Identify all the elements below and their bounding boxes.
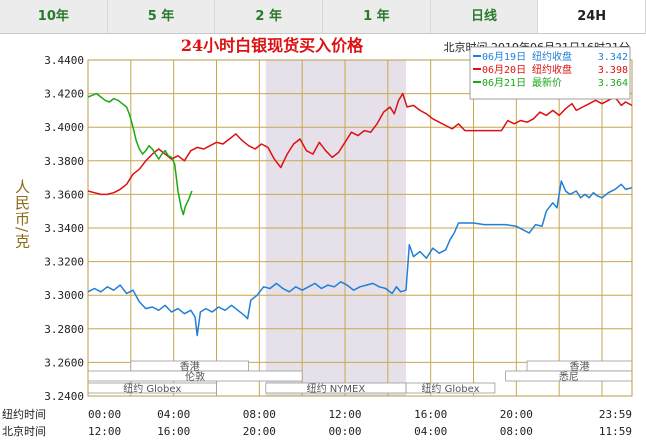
x-tick-ny: 04:00	[157, 408, 190, 421]
y-tick-label: 3.2800	[44, 323, 84, 336]
session-label: 悉尼	[559, 371, 579, 383]
x-tick-ny: 12:00	[328, 408, 361, 421]
session-label: 纽约 NYMEX	[307, 382, 366, 395]
y-tick-label: 3.4400	[44, 54, 84, 67]
y-axis-ticks: 3.4400 3.4200 3.4000 3.3800 3.3600 3.3400 3.32…	[44, 54, 84, 403]
x-tick-ny: 00:00	[88, 408, 121, 421]
plot-frame	[87, 59, 633, 397]
y-tick-label: 3.2600	[44, 356, 84, 369]
legend-value: 3.398	[598, 65, 628, 76]
tab-5-year[interactable]: 5 年	[108, 0, 216, 33]
x-tick-ny: 08:00	[243, 408, 276, 421]
chart-title: 24小时白银现货买入价格	[181, 36, 364, 55]
legend-box	[469, 46, 631, 100]
legend-value: 3.364	[598, 78, 628, 89]
y-tick-label: 3.3800	[44, 155, 84, 168]
x-tick-bj: 11:59	[599, 425, 632, 438]
session-label: 纽约 Globex	[123, 382, 181, 395]
tab-1-year[interactable]: 1 年	[323, 0, 431, 33]
legend-value: 3.342	[598, 52, 628, 63]
session-bar	[405, 382, 496, 394]
series-line	[87, 180, 633, 337]
x-tick-ny: 23:59	[599, 408, 632, 421]
period-tabs: 10年 5 年 2 年 1 年 日线 24H	[0, 0, 646, 34]
y-axis-label: 人民币/克	[13, 179, 31, 249]
legend-label: 纽约收盘	[532, 63, 572, 76]
y-tick-label: 3.4000	[44, 121, 84, 134]
tab-2-year[interactable]: 2 年	[215, 0, 324, 33]
session-label: 香港	[180, 361, 200, 373]
legend-date: 06月19日	[482, 51, 526, 63]
x-tick-bj: 20:00	[243, 425, 276, 438]
y-tick-label: 3.3600	[44, 188, 84, 201]
x-tick-bj: 12:00	[88, 425, 121, 438]
session-label: 伦敦	[185, 370, 205, 383]
series-line	[87, 92, 193, 216]
legend-date: 06月21日	[482, 77, 526, 89]
x-tick-bj: 16:00	[157, 425, 190, 438]
y-tick-label: 3.3200	[44, 256, 84, 269]
x-tick-ny: 20:00	[500, 408, 533, 421]
y-tick-label: 3.3400	[44, 222, 84, 235]
legend-date: 06月20日	[482, 64, 526, 76]
x-row-label-bj: 北京时间	[2, 424, 46, 438]
x-tick-ny: 16:00	[414, 408, 447, 421]
y-tick-label: 3.4200	[44, 88, 84, 101]
y-tick-label: 3.3000	[44, 289, 84, 302]
tab-24h[interactable]: 24H	[538, 0, 646, 33]
x-tick-bj: 04:00	[414, 425, 447, 438]
x-row-label-ny: 纽约时间	[2, 407, 46, 421]
x-tick-bj: 00:00	[328, 425, 361, 438]
session-label: 香港	[570, 361, 590, 373]
tab-daily[interactable]: 日线	[431, 0, 539, 33]
y-tick-label: 3.2400	[44, 390, 84, 403]
legend-label: 最新价	[532, 76, 562, 89]
legend-label: 纽约收盘	[532, 50, 572, 63]
tab-10-year[interactable]: 10年	[0, 0, 108, 33]
x-tick-bj: 08:00	[500, 425, 533, 438]
series-line	[87, 92, 633, 196]
legend: 06月19日 纽约收盘 3.342 06月20日 纽约收盘 3.398 06月21日 最新价 3…	[469, 46, 631, 100]
price-series	[87, 92, 633, 337]
session-label: 纽约 Globex	[421, 382, 479, 395]
